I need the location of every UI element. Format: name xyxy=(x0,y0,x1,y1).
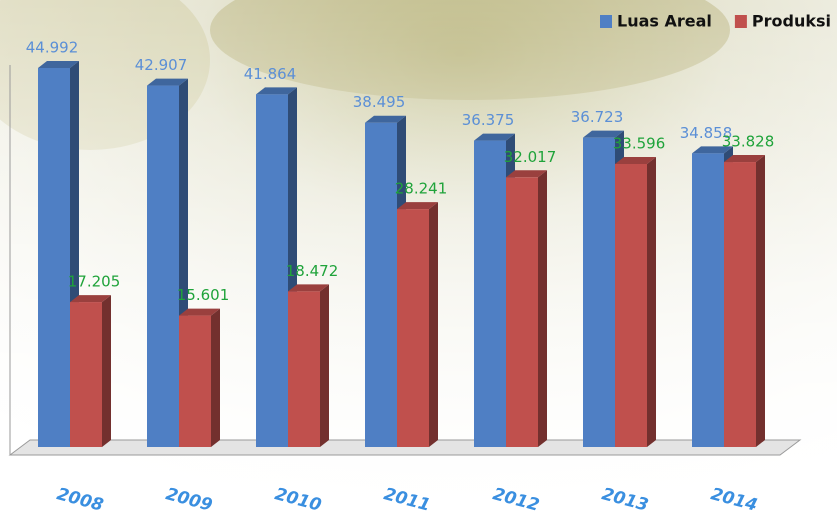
bar xyxy=(583,137,615,447)
bar-side xyxy=(102,295,111,447)
bar xyxy=(506,177,538,447)
bar-side xyxy=(756,155,765,447)
bar-top xyxy=(70,295,111,303)
data-label: 17.205 xyxy=(68,273,121,291)
bar-side xyxy=(320,284,329,447)
bar xyxy=(147,85,179,448)
legend-swatch xyxy=(600,15,612,28)
data-label: 36.723 xyxy=(571,108,624,126)
bar-top xyxy=(397,202,438,210)
legend-swatch xyxy=(734,15,747,28)
data-label: 33.596 xyxy=(613,134,666,152)
bar xyxy=(365,122,397,447)
data-label: 15.601 xyxy=(177,286,230,304)
data-label: 38.495 xyxy=(353,93,406,111)
bar xyxy=(256,94,288,447)
bar-top xyxy=(179,308,220,316)
legend-label: Luas Areal xyxy=(617,12,712,31)
bar xyxy=(179,315,211,447)
bar-top xyxy=(692,146,733,154)
bar-top xyxy=(506,170,547,178)
bar-top xyxy=(147,78,188,86)
bar-top xyxy=(615,156,656,164)
bar xyxy=(397,209,429,447)
bar-top xyxy=(365,115,406,123)
data-label: 33.828 xyxy=(722,133,775,151)
bar xyxy=(724,162,756,447)
bar-side xyxy=(538,170,547,447)
data-label: 44.992 xyxy=(26,39,79,57)
data-label: 18.472 xyxy=(286,262,339,280)
bar xyxy=(38,68,70,447)
data-label: 34.858 xyxy=(680,124,733,142)
data-label: 42.907 xyxy=(135,56,188,74)
data-label: 28.241 xyxy=(395,180,448,198)
bar xyxy=(474,140,506,447)
bar-top xyxy=(288,284,329,292)
bar-side xyxy=(647,156,656,447)
bar-top xyxy=(724,155,765,163)
data-label: 36.375 xyxy=(462,111,515,129)
legend-label: Produksi xyxy=(752,12,831,31)
bar-side xyxy=(429,202,438,447)
bar xyxy=(70,302,102,447)
bar-side xyxy=(211,308,220,447)
data-label: 41.864 xyxy=(244,65,297,83)
data-label: 32.017 xyxy=(504,148,557,166)
bar-top xyxy=(583,130,624,138)
bar xyxy=(692,153,724,448)
bar xyxy=(615,163,647,447)
bar-top xyxy=(474,133,515,141)
bar-top xyxy=(38,61,79,68)
bar-top xyxy=(256,87,297,95)
bar xyxy=(288,291,320,447)
